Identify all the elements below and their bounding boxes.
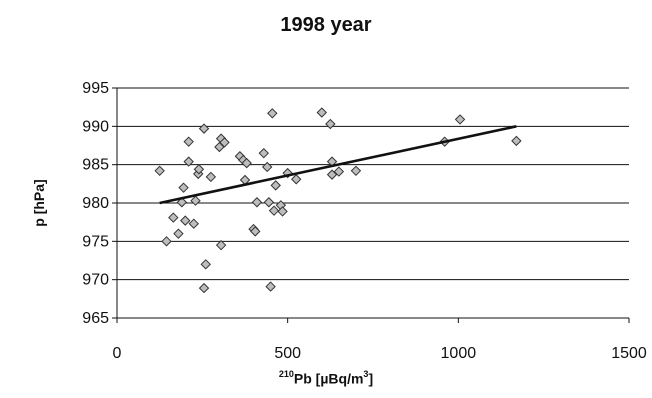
data-point <box>454 114 466 125</box>
x-tick-labels: 0 500 1000 1500 <box>113 345 647 362</box>
x-axis-title-isotope: 210 <box>278 369 294 379</box>
data-points <box>154 107 522 294</box>
grid-lines <box>112 87 630 323</box>
trendline <box>159 125 517 205</box>
data-point <box>154 165 165 177</box>
data-point <box>250 226 261 237</box>
data-point <box>178 182 189 193</box>
data-point <box>263 197 275 208</box>
x-axis-title-main: Pb [µBq/m <box>293 370 364 387</box>
data-point <box>198 282 210 294</box>
data-point <box>188 218 200 229</box>
data-point <box>511 135 522 147</box>
y-tick-label-965: 965 <box>82 310 109 327</box>
data-point <box>219 137 230 148</box>
data-point <box>190 195 201 206</box>
data-point <box>183 156 194 167</box>
data-point <box>267 108 278 119</box>
x-tick-label-500: 500 <box>274 345 301 362</box>
data-point <box>205 171 217 183</box>
y-tick-label-985: 985 <box>82 157 109 174</box>
x-tick-label-1000: 1000 <box>441 345 477 362</box>
data-point <box>198 123 210 134</box>
data-point <box>180 215 191 226</box>
x-tick-label-0: 0 <box>113 345 122 362</box>
data-point <box>350 165 362 177</box>
data-point <box>183 136 194 147</box>
data-point <box>214 141 225 153</box>
trendline-group <box>159 125 517 205</box>
data-point <box>326 169 338 180</box>
data-point <box>251 197 263 208</box>
data-point <box>325 118 336 130</box>
y-tick-label-970: 970 <box>82 272 109 289</box>
y-tick-label-980: 980 <box>82 195 109 212</box>
y-tick-label-975: 975 <box>82 233 109 250</box>
chart-title: 1998 year <box>280 14 372 36</box>
data-point <box>161 236 172 247</box>
data-point <box>265 281 276 292</box>
data-point <box>215 239 227 251</box>
x-axis-title-unit-exp: 3 <box>363 369 369 379</box>
data-point <box>316 107 328 118</box>
y-tick-label-995: 995 <box>82 80 109 97</box>
data-point <box>168 212 179 223</box>
data-point <box>193 164 205 175</box>
data-point <box>270 180 281 191</box>
y-tick-label-990: 990 <box>82 118 109 135</box>
y-tick-labels: 965 970 975 980 985 990 995 <box>82 80 109 327</box>
data-point <box>333 166 345 177</box>
data-point <box>268 205 280 216</box>
x-axis-title: 210Pb [µBq/m3] <box>0 369 652 387</box>
x-axis-title-close: ] <box>368 370 374 387</box>
y-axis-title: p [hPa] <box>31 179 47 226</box>
data-point <box>277 206 288 217</box>
data-point <box>241 157 252 169</box>
data-point <box>200 259 211 270</box>
data-point <box>173 228 184 239</box>
data-point <box>290 174 302 185</box>
data-point <box>261 161 273 173</box>
x-tick-label-1500: 1500 <box>611 345 647 362</box>
data-point <box>258 147 269 159</box>
